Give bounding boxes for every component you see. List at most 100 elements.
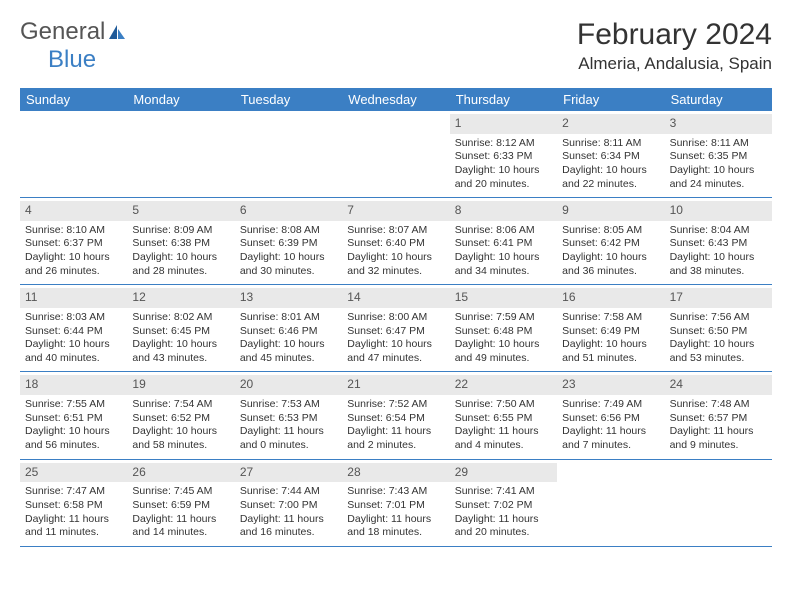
sunset-line: Sunset: 6:47 PM	[347, 325, 444, 339]
daylight-line-2: and 24 minutes.	[670, 178, 767, 192]
title-block: February 2024 Almeria, Andalusia, Spain	[577, 18, 772, 74]
sunset-line: Sunset: 6:57 PM	[670, 412, 767, 426]
sunrise-line: Sunrise: 7:48 AM	[670, 398, 767, 412]
day-number: 28	[342, 463, 449, 483]
daylight-line-1: Daylight: 11 hours	[455, 513, 552, 527]
day-cell: 14Sunrise: 8:00 AMSunset: 6:47 PMDayligh…	[342, 285, 449, 371]
daylight-line-1: Daylight: 10 hours	[132, 338, 229, 352]
day-cell: 13Sunrise: 8:01 AMSunset: 6:46 PMDayligh…	[235, 285, 342, 371]
sunset-line: Sunset: 6:41 PM	[455, 237, 552, 251]
daylight-line-1: Daylight: 10 hours	[132, 251, 229, 265]
sunset-line: Sunset: 6:44 PM	[25, 325, 122, 339]
day-number: 23	[557, 375, 664, 395]
day-cell: 6Sunrise: 8:08 AMSunset: 6:39 PMDaylight…	[235, 198, 342, 284]
daylight-line-1: Daylight: 10 hours	[455, 338, 552, 352]
day-cell: 23Sunrise: 7:49 AMSunset: 6:56 PMDayligh…	[557, 372, 664, 458]
daylight-line-1: Daylight: 10 hours	[25, 425, 122, 439]
day-number: 7	[342, 201, 449, 221]
daylight-line-2: and 43 minutes.	[132, 352, 229, 366]
empty-cell	[557, 460, 664, 546]
day-cell: 15Sunrise: 7:59 AMSunset: 6:48 PMDayligh…	[450, 285, 557, 371]
daylight-line-1: Daylight: 11 hours	[562, 425, 659, 439]
day-number: 6	[235, 201, 342, 221]
empty-cell	[127, 111, 234, 197]
sunset-line: Sunset: 6:42 PM	[562, 237, 659, 251]
sunrise-line: Sunrise: 8:06 AM	[455, 224, 552, 238]
daylight-line-1: Daylight: 10 hours	[132, 425, 229, 439]
sunrise-line: Sunrise: 8:10 AM	[25, 224, 122, 238]
daylight-line-2: and 40 minutes.	[25, 352, 122, 366]
sunrise-line: Sunrise: 7:58 AM	[562, 311, 659, 325]
day-header-cell: Thursday	[450, 88, 557, 111]
daylight-line-2: and 2 minutes.	[347, 439, 444, 453]
daylight-line-2: and 45 minutes.	[240, 352, 337, 366]
day-cell: 29Sunrise: 7:41 AMSunset: 7:02 PMDayligh…	[450, 460, 557, 546]
day-number: 26	[127, 463, 234, 483]
week-row: 25Sunrise: 7:47 AMSunset: 6:58 PMDayligh…	[20, 460, 772, 547]
day-number: 19	[127, 375, 234, 395]
daylight-line-2: and 47 minutes.	[347, 352, 444, 366]
daylight-line-2: and 34 minutes.	[455, 265, 552, 279]
day-number: 5	[127, 201, 234, 221]
sunset-line: Sunset: 6:58 PM	[25, 499, 122, 513]
day-number: 14	[342, 288, 449, 308]
day-header-cell: Tuesday	[235, 88, 342, 111]
day-number: 15	[450, 288, 557, 308]
day-number: 9	[557, 201, 664, 221]
sunrise-line: Sunrise: 7:55 AM	[25, 398, 122, 412]
day-cell: 20Sunrise: 7:53 AMSunset: 6:53 PMDayligh…	[235, 372, 342, 458]
sunset-line: Sunset: 6:37 PM	[25, 237, 122, 251]
day-number: 24	[665, 375, 772, 395]
sunset-line: Sunset: 6:55 PM	[455, 412, 552, 426]
daylight-line-2: and 56 minutes.	[25, 439, 122, 453]
week-row: 4 Sunrise: 8:10 AMSunset: 6:37 PM Daylight…	[20, 198, 772, 285]
day-number: 3	[665, 114, 772, 134]
day-number: 1	[450, 114, 557, 134]
day-cell: 9Sunrise: 8:05 AMSunset: 6:42 PMDaylight…	[557, 198, 664, 284]
day-cell: 12Sunrise: 8:02 AMSunset: 6:45 PMDayligh…	[127, 285, 234, 371]
week-row: 18Sunrise: 7:55 AMSunset: 6:51 PMDayligh…	[20, 372, 772, 459]
daylight-line-2: and 28 minutes.	[132, 265, 229, 279]
daylight-line-2: and 14 minutes.	[132, 526, 229, 540]
daylight-line-2: and 51 minutes.	[562, 352, 659, 366]
daylight-line-2: and 7 minutes.	[562, 439, 659, 453]
daylight-line-1: Daylight: 11 hours	[347, 425, 444, 439]
day-number: 27	[235, 463, 342, 483]
logo-text-blue: Blue	[48, 46, 96, 73]
daylight-line-2: and 58 minutes.	[132, 439, 229, 453]
sunset-line: Sunset: 6:56 PM	[562, 412, 659, 426]
daylight-line-2: and 16 minutes.	[240, 526, 337, 540]
daylight-line-1: Daylight: 11 hours	[455, 425, 552, 439]
day-cell: 4Sunrise: 8:10 AMSunset: 6:37 PMDaylight…	[20, 198, 127, 284]
sunset-line: Sunset: 6:51 PM	[25, 412, 122, 426]
daylight-line-2: and 38 minutes.	[670, 265, 767, 279]
daylight-line-2: and 36 minutes.	[562, 265, 659, 279]
sunrise-line: Sunrise: 7:43 AM	[347, 485, 444, 499]
empty-cell	[342, 111, 449, 197]
day-cell: 18Sunrise: 7:55 AMSunset: 6:51 PMDayligh…	[20, 372, 127, 458]
empty-cell	[20, 111, 127, 197]
sunrise-line: Sunrise: 7:45 AM	[132, 485, 229, 499]
sunset-line: Sunset: 6:43 PM	[670, 237, 767, 251]
day-cell: 28Sunrise: 7:43 AMSunset: 7:01 PMDayligh…	[342, 460, 449, 546]
day-cell: 19Sunrise: 7:54 AMSunset: 6:52 PMDayligh…	[127, 372, 234, 458]
daylight-line-1: Daylight: 10 hours	[25, 338, 122, 352]
daylight-line-2: and 0 minutes.	[240, 439, 337, 453]
day-header-row: SundayMondayTuesdayWednesdayThursdayFrid…	[20, 88, 772, 111]
daylight-line-1: Daylight: 10 hours	[670, 164, 767, 178]
day-number: 17	[665, 288, 772, 308]
day-cell: 10Sunrise: 8:04 AMSunset: 6:43 PMDayligh…	[665, 198, 772, 284]
daylight-line-1: Daylight: 10 hours	[670, 338, 767, 352]
day-number: 4	[20, 201, 127, 221]
day-cell: 22Sunrise: 7:50 AMSunset: 6:55 PMDayligh…	[450, 372, 557, 458]
day-number: 16	[557, 288, 664, 308]
day-header-cell: Wednesday	[342, 88, 449, 111]
sunrise-line: Sunrise: 8:02 AM	[132, 311, 229, 325]
daylight-line-2: and 4 minutes.	[455, 439, 552, 453]
day-cell: 3Sunrise: 8:11 AMSunset: 6:35 PMDaylight…	[665, 111, 772, 197]
day-number: 8	[450, 201, 557, 221]
week-row: 11Sunrise: 8:03 AMSunset: 6:44 PMDayligh…	[20, 285, 772, 372]
sunrise-line: Sunrise: 7:59 AM	[455, 311, 552, 325]
daylight-line-2: and 26 minutes.	[25, 265, 122, 279]
daylight-line-1: Daylight: 10 hours	[455, 251, 552, 265]
